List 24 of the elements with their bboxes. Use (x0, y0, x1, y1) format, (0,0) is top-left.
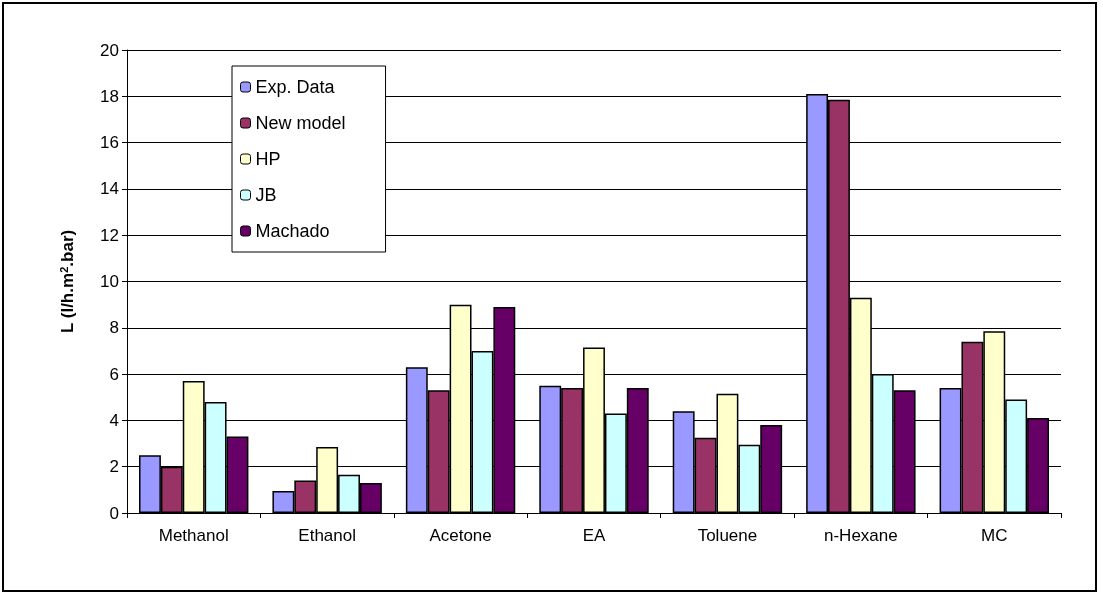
y-tick-label: 12 (100, 225, 119, 245)
y-tick-label: 10 (100, 272, 119, 291)
y-tick-label: 8 (109, 318, 119, 338)
x-tick-label: Acetone (429, 526, 492, 545)
legend-label: HP (255, 149, 281, 169)
legend-label: Exp. Data (255, 77, 336, 97)
legend-label: Machado (255, 221, 330, 241)
y-tick-label: 16 (100, 133, 119, 153)
x-tick-label: EA (582, 526, 606, 545)
legend-label: New model (255, 113, 346, 133)
y-axis-title: L (l/h.m2.bar) (57, 229, 77, 334)
y-tick-label: 18 (100, 86, 119, 106)
y-tick-label: 6 (109, 364, 119, 384)
x-tick-label: Ethanol (298, 526, 356, 545)
x-tick-label: n-Hexane (824, 526, 898, 545)
x-tick-label: MC (981, 526, 1008, 545)
y-tick-label: 14 (100, 179, 119, 199)
y-tick-label: 4 (109, 410, 119, 430)
y-tick-label: 20 (100, 40, 119, 60)
legend-label: JB (255, 185, 277, 205)
x-tick-label: Methanol (158, 526, 229, 545)
y-tick-label: 0 (109, 503, 119, 523)
x-tick-label: Toluene (697, 526, 758, 545)
y-tick-label: 2 (109, 457, 119, 477)
